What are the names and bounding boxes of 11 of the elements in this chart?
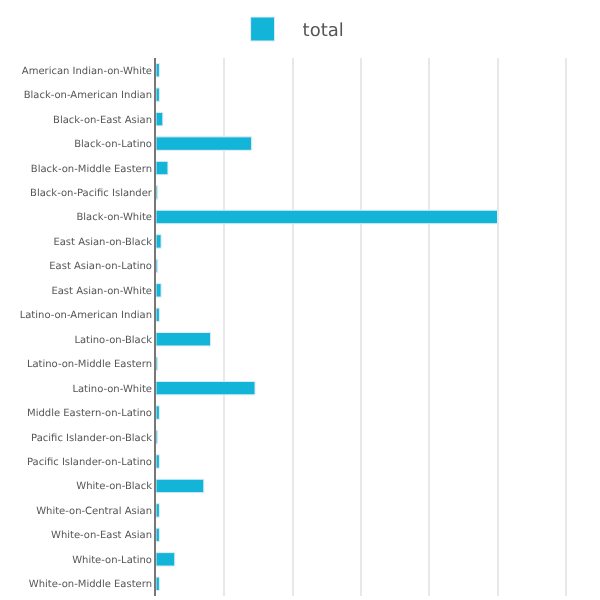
- bar: [156, 136, 253, 151]
- bar: [156, 380, 256, 396]
- bar: [156, 209, 499, 225]
- bar: [156, 478, 205, 494]
- bar: [156, 332, 212, 347]
- bar: [156, 234, 162, 249]
- bar: [156, 160, 169, 176]
- bar: [156, 283, 162, 298]
- bar: [156, 552, 176, 567]
- bar: [156, 111, 164, 127]
- legend-label: total: [302, 22, 344, 43]
